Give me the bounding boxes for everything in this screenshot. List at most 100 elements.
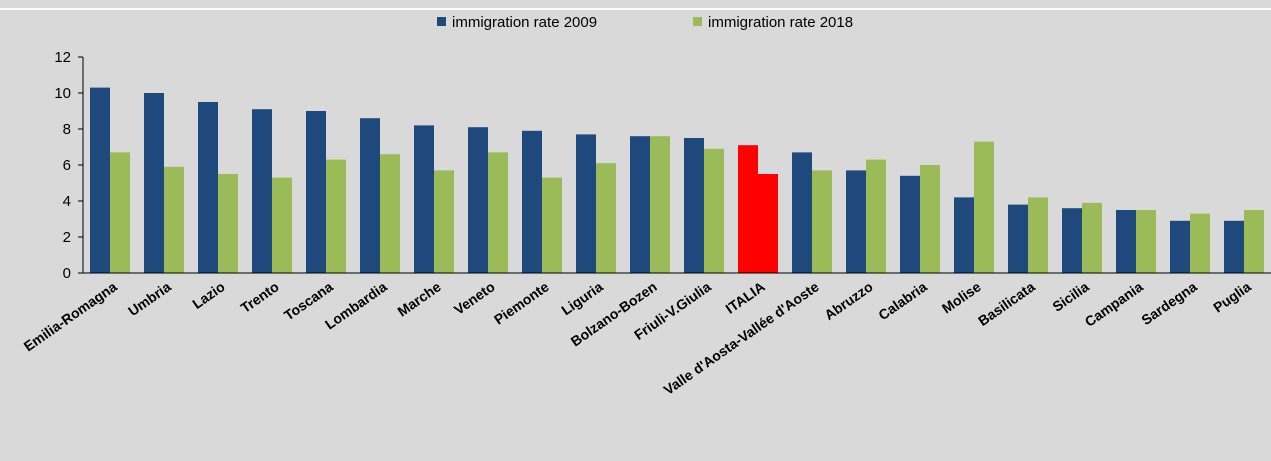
- bar-immigration-rate-2009-friuli-v-giulia: [684, 138, 704, 273]
- x-category-label: Lazio: [189, 278, 227, 312]
- x-axis: Emilia-Romagna Umbria Lazio Trento ToscanaLo…: [21, 272, 1271, 398]
- bar-immigration-rate-2009-molise: [954, 197, 974, 273]
- legend: immigration rate 2009 immigration rate 20…: [437, 14, 853, 31]
- bar-immigration-rate-2018-trento: [272, 177, 292, 273]
- bar-immigration-rate-2018-veneto: [488, 152, 508, 273]
- bar-immigration-rate-2018-abruzzo: [866, 159, 886, 273]
- x-category-label: Basilicata: [975, 278, 1038, 329]
- bar-immigration-rate-2018-liguria: [596, 163, 616, 273]
- bar-immigration-rate-2009-campania: [1116, 210, 1136, 273]
- category-sicilia: [1062, 202, 1102, 273]
- bar-immigration-rate-2009-marche: [414, 125, 434, 274]
- bar-immigration-rate-2018-calabria: [920, 165, 940, 273]
- y-tick-label: 8: [63, 121, 71, 138]
- x-category-label: Campania: [1082, 278, 1146, 330]
- x-category-label: Piemonte: [491, 278, 552, 327]
- bar-immigration-rate-2009-veneto: [468, 127, 488, 273]
- category-italia: [738, 145, 778, 273]
- category-lazio: [198, 102, 238, 273]
- x-category-label: Puglia: [1210, 278, 1254, 315]
- bar-immigration-rate-2018-campania: [1136, 210, 1156, 273]
- category-umbria: [144, 93, 184, 273]
- category-toscana: [306, 111, 346, 273]
- bar-immigration-rate-2009-trento: [252, 109, 272, 273]
- bar-immigration-rate-2009-calabria: [900, 175, 920, 273]
- y-tick-label: 2: [63, 229, 71, 246]
- y-axis: 0 2 4 6 8 10 12: [54, 49, 84, 282]
- category-trento: [252, 109, 292, 273]
- x-category-label: Umbria: [125, 278, 174, 319]
- bar-immigration-rate-2018-umbria: [164, 166, 184, 273]
- bar-immigration-rate-2009-sardegna: [1170, 220, 1190, 273]
- bar-immigration-rate-2009-italia: [738, 145, 758, 273]
- bar-immigration-rate-2018-piemonte: [542, 177, 562, 273]
- bar-immigration-rate-2009-valle-d-aosta-vallee-d-aoste: [792, 152, 812, 273]
- category-emilia-romagna: [90, 87, 130, 273]
- x-category-label: Trento: [237, 278, 281, 316]
- category-calabria: [900, 165, 940, 273]
- x-category-label: Sardegna: [1138, 278, 1200, 328]
- bar-immigration-rate-2009-lombardia: [360, 118, 380, 273]
- bar-immigration-rate-2009-liguria: [576, 134, 596, 273]
- category-valle-d-aosta-vallee-d-aoste: [792, 152, 832, 273]
- bar-immigration-rate-2009-emilia-romagna: [90, 87, 110, 273]
- bar-immigration-rate-2009-lazio: [198, 102, 218, 273]
- legend-label: immigration rate 2018: [708, 14, 853, 31]
- bar-immigration-rate-2018-emilia-romagna: [110, 152, 130, 273]
- bars: [90, 87, 1264, 274]
- category-sardegna: [1170, 213, 1210, 273]
- x-category-label: Calabria: [875, 278, 930, 323]
- x-category-label: Veneto: [451, 278, 498, 317]
- bar-immigration-rate-2009-umbria: [144, 93, 164, 273]
- bar-immigration-rate-2018-friuli-v-giulia: [704, 148, 724, 273]
- bar-immigration-rate-2018-lazio: [218, 174, 238, 273]
- y-tick-label: 4: [63, 193, 71, 210]
- bar-immigration-rate-2018-italia: [758, 174, 778, 273]
- y-tick-label: 6: [63, 157, 71, 174]
- y-tick-label: 0: [63, 265, 71, 282]
- category-molise: [954, 141, 994, 273]
- bar-immigration-rate-2018-toscana: [326, 159, 346, 273]
- x-category-label: Marche: [394, 278, 444, 319]
- bar-immigration-rate-2018-valle-d-aosta-vallee-d-aoste: [812, 170, 832, 273]
- legend-swatch: [437, 17, 446, 26]
- category-puglia: [1224, 210, 1264, 273]
- bar-immigration-rate-2018-basilicata: [1028, 197, 1048, 273]
- legend-swatch: [693, 17, 702, 26]
- bar-immigration-rate-2009-toscana: [306, 111, 326, 273]
- legend-label: immigration rate 2009: [452, 14, 597, 31]
- category-friuli-v-giulia: [684, 138, 724, 273]
- bar-immigration-rate-2009-abruzzo: [846, 170, 866, 273]
- bar-immigration-rate-2009-puglia: [1224, 220, 1244, 273]
- top-border-line: [0, 8, 1271, 10]
- bar-immigration-rate-2018-sardegna: [1190, 213, 1210, 273]
- x-category-label: Emilia-Romagna: [21, 278, 120, 354]
- category-campania: [1116, 210, 1156, 273]
- x-category-label: Molise: [939, 278, 984, 316]
- x-category-label: Abruzzo: [821, 278, 875, 323]
- legend-item-immigration-rate-2018: immigration rate 2018: [693, 14, 853, 31]
- x-category-label: Liguria: [558, 278, 606, 318]
- x-category-label: ITALIA: [722, 278, 767, 316]
- bar-immigration-rate-2009-sicilia: [1062, 208, 1082, 273]
- bar-immigration-rate-2018-lombardia: [380, 154, 400, 273]
- bar-immigration-rate-2018-marche: [434, 170, 454, 273]
- y-tick-label: 10: [54, 85, 71, 102]
- category-marche: [414, 125, 454, 274]
- category-piemonte: [522, 130, 562, 273]
- category-basilicata: [1008, 197, 1048, 273]
- bar-immigration-rate-2018-bolzano-bozen: [650, 136, 670, 273]
- bar-immigration-rate-2018-sicilia: [1082, 202, 1102, 273]
- x-category-label: Sicilia: [1049, 278, 1092, 314]
- bar-immigration-rate-2018-molise: [974, 141, 994, 273]
- legend-item-immigration-rate-2009: immigration rate 2009: [437, 14, 597, 31]
- bar-immigration-rate-2009-bolzano-bozen: [630, 136, 650, 273]
- bar-immigration-rate-2018-puglia: [1244, 210, 1264, 273]
- bar-immigration-rate-2009-piemonte: [522, 130, 542, 273]
- category-abruzzo: [846, 159, 886, 273]
- category-bolzano-bozen: [630, 136, 670, 273]
- y-tick-label: 12: [54, 49, 71, 66]
- category-liguria: [576, 134, 616, 273]
